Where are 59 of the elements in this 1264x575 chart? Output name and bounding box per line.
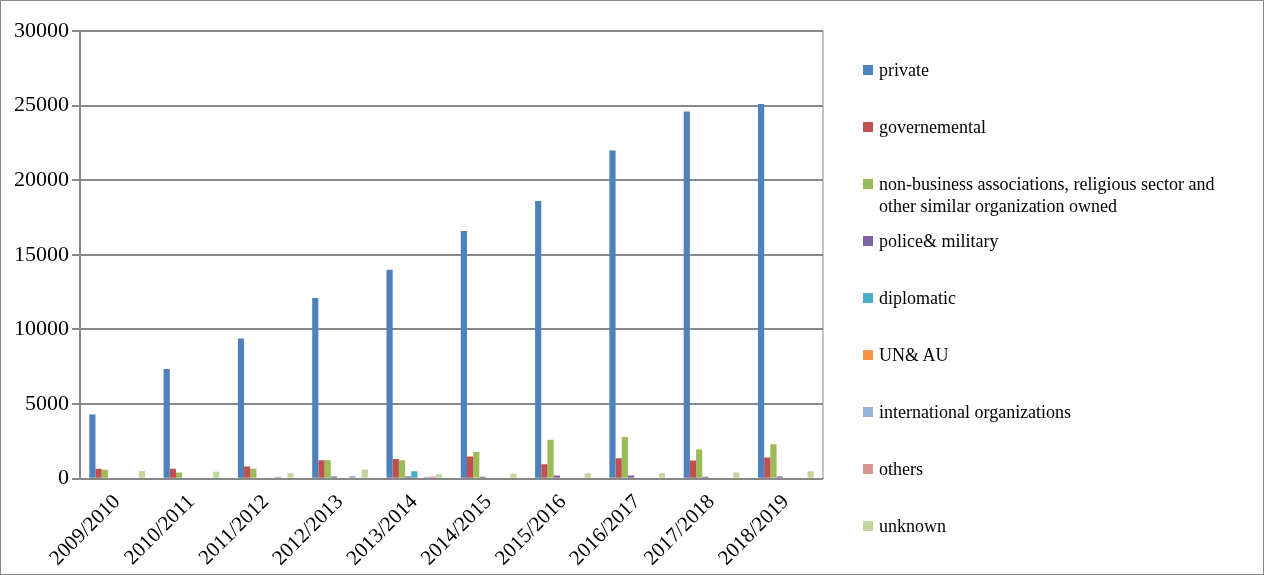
bar — [757, 104, 765, 478]
y-tick-label: 15000 — [14, 240, 69, 266]
bar — [163, 368, 170, 478]
bar — [615, 458, 622, 478]
bar — [733, 472, 740, 478]
legend-label: diplomatic — [879, 287, 957, 309]
bar — [473, 452, 480, 478]
legend-label: unknown — [879, 515, 947, 537]
bar — [411, 471, 418, 478]
bar — [658, 473, 666, 478]
bar — [553, 475, 560, 478]
bar — [318, 460, 325, 478]
bar — [213, 471, 220, 478]
bar — [696, 449, 703, 478]
bar — [244, 466, 251, 478]
bar — [250, 468, 257, 478]
bar — [466, 456, 474, 478]
bar — [169, 468, 176, 478]
bar — [386, 269, 393, 478]
bar — [237, 338, 245, 478]
bar — [764, 457, 771, 478]
bar — [621, 436, 628, 478]
bar — [541, 464, 548, 478]
bar — [683, 111, 690, 478]
bar — [175, 472, 183, 478]
bar — [807, 471, 814, 478]
legend-label: international organizations — [879, 401, 1073, 423]
y-tick-label: 10000 — [14, 315, 69, 341]
bar — [460, 230, 467, 478]
bar — [101, 469, 108, 478]
legend-label: others — [879, 458, 924, 480]
bar — [138, 470, 146, 478]
legend-label: UN& AU — [879, 344, 950, 366]
bar — [312, 298, 319, 478]
bar — [95, 468, 102, 478]
y-tick-label: 5000 — [25, 389, 69, 415]
legend-label: governemental — [879, 116, 987, 138]
y-tick-label: 20000 — [14, 166, 69, 191]
bar — [398, 460, 406, 478]
legend-label: non-business associations, religious sector and other similar organization owned — [879, 173, 1216, 217]
bar — [361, 469, 368, 478]
bar — [609, 150, 616, 478]
bar — [627, 475, 635, 478]
bar — [436, 474, 443, 478]
y-tick-label: 0 — [58, 464, 69, 490]
bar — [324, 460, 331, 478]
bar — [89, 414, 96, 478]
bar — [689, 460, 697, 478]
bar — [392, 459, 399, 478]
bar — [547, 439, 554, 478]
bar — [770, 444, 777, 478]
bar — [584, 473, 591, 478]
legend-label: police& military — [879, 230, 1000, 252]
bar — [535, 201, 542, 478]
y-tick-label: 30000 — [14, 16, 69, 42]
y-tick-label: 25000 — [14, 91, 69, 117]
bar — [510, 473, 517, 478]
bar — [287, 473, 294, 478]
legend-label: private — [879, 59, 930, 81]
